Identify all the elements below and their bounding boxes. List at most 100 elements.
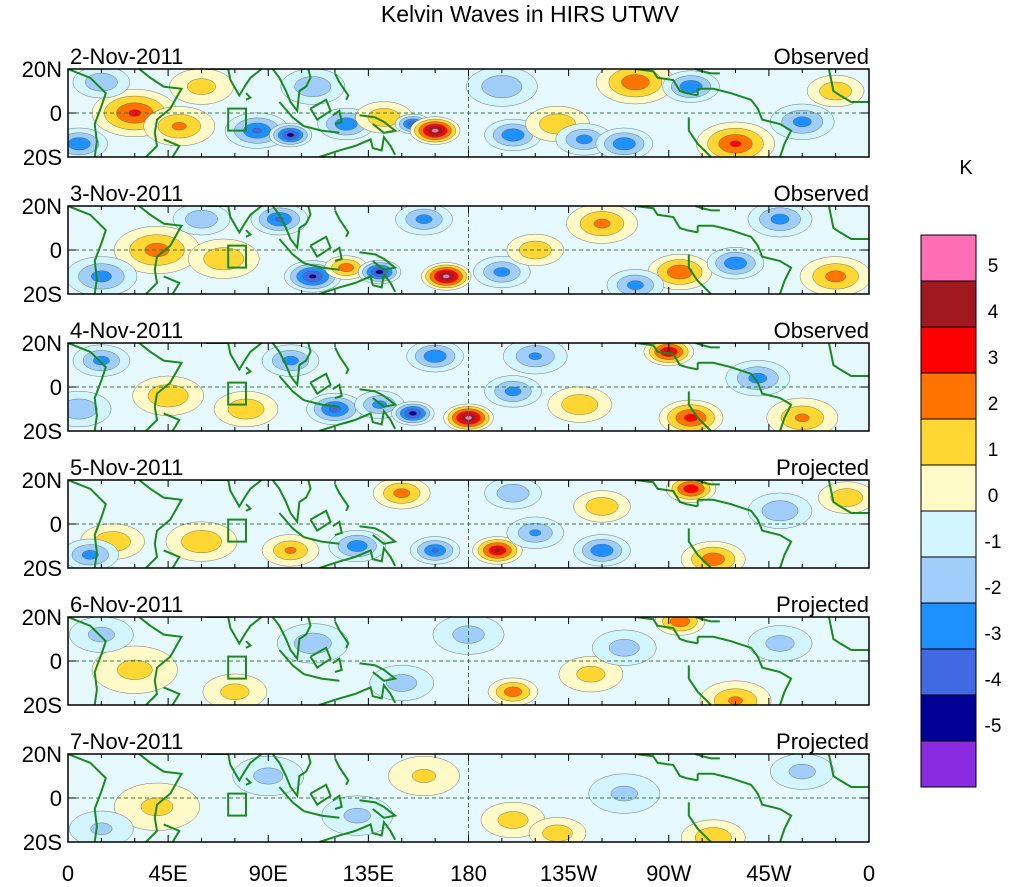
contour-level bbox=[501, 128, 525, 142]
coastline bbox=[138, 69, 184, 157]
anomaly-blob bbox=[484, 480, 542, 510]
coastline bbox=[163, 412, 181, 431]
coastline bbox=[334, 209, 350, 238]
coastline bbox=[163, 275, 181, 294]
x-tick-label: 0 bbox=[863, 861, 875, 886]
coastline bbox=[827, 617, 833, 629]
anomaly-blob bbox=[596, 69, 675, 105]
coastline bbox=[687, 802, 712, 842]
coastline bbox=[319, 545, 396, 568]
coastline bbox=[695, 617, 720, 623]
coastline bbox=[278, 375, 305, 401]
coastline bbox=[303, 262, 340, 271]
anomaly-blob bbox=[654, 617, 705, 636]
anomaly-blob bbox=[747, 625, 813, 662]
coastline bbox=[278, 512, 305, 538]
coastline bbox=[830, 353, 869, 377]
panel-status: Observed bbox=[774, 181, 869, 206]
coastline bbox=[635, 206, 698, 234]
coastline bbox=[830, 216, 869, 240]
panel-date: 5-Nov-2011 bbox=[70, 455, 183, 480]
legend-tick-label: -1 bbox=[985, 532, 1002, 553]
coastline bbox=[695, 343, 720, 349]
y-tick-label: 20N bbox=[22, 605, 62, 630]
coastlines bbox=[68, 754, 869, 842]
anomaly-blob bbox=[114, 226, 200, 274]
coastline bbox=[138, 617, 184, 705]
anomaly-blob bbox=[506, 233, 564, 267]
contour-level bbox=[669, 617, 690, 628]
anomaly-blob bbox=[480, 801, 546, 839]
anomaly-blob bbox=[681, 819, 746, 842]
coastline bbox=[68, 754, 107, 842]
contour-level bbox=[608, 639, 640, 657]
contour-level bbox=[253, 767, 284, 785]
coastline bbox=[697, 361, 793, 431]
coastline bbox=[163, 686, 181, 705]
coastline bbox=[359, 251, 398, 271]
x-tick-label: 180 bbox=[450, 861, 487, 886]
legend-swatch bbox=[920, 464, 977, 512]
contour-level bbox=[147, 384, 189, 408]
contour-level bbox=[542, 824, 573, 842]
coastline bbox=[319, 271, 396, 294]
coastline bbox=[309, 98, 332, 122]
anomaly-blob bbox=[558, 656, 624, 693]
coastline bbox=[205, 617, 263, 646]
anomaly-blob bbox=[410, 536, 461, 565]
anomaly-blob bbox=[410, 116, 461, 145]
coastline bbox=[138, 480, 184, 568]
anomaly-blob bbox=[662, 70, 720, 103]
y-tick-label: 20N bbox=[22, 194, 62, 219]
anomaly-blob bbox=[665, 480, 717, 503]
anomaly-blob bbox=[770, 754, 835, 790]
panels: 20N 0 20S 2-Nov-2011 Observed 20N 0 20S 3-Nov-20… bbox=[22, 44, 870, 855]
reference-box bbox=[227, 244, 247, 269]
anomaly-blob bbox=[202, 673, 268, 705]
legend-swatch bbox=[920, 740, 977, 788]
coastline bbox=[68, 69, 107, 157]
contour-level bbox=[590, 543, 614, 557]
anomaly-blob bbox=[806, 74, 865, 108]
anomaly-blob bbox=[573, 534, 631, 567]
panel-date: 7-Nov-2011 bbox=[70, 729, 183, 754]
anomaly-blob bbox=[799, 256, 869, 294]
coastline bbox=[205, 480, 263, 509]
anomaly-blob bbox=[68, 127, 108, 157]
y-tick-label: 20N bbox=[22, 468, 62, 493]
coastline bbox=[163, 138, 181, 157]
coastline bbox=[695, 480, 720, 486]
coastline bbox=[827, 754, 833, 766]
coastline bbox=[271, 69, 312, 114]
anomaly-blob bbox=[91, 645, 178, 694]
reference-box bbox=[227, 655, 247, 680]
legend-tick-label: -2 bbox=[985, 578, 1002, 599]
coastline bbox=[205, 343, 263, 372]
coastline bbox=[334, 346, 350, 375]
contour-level bbox=[308, 274, 317, 279]
anomaly-blob bbox=[658, 399, 724, 431]
contour-level bbox=[794, 413, 810, 422]
contour-level bbox=[334, 117, 358, 131]
panel-3: 20N 0 20S 4-Nov-2011 Observed bbox=[22, 318, 870, 444]
coastline bbox=[827, 206, 833, 218]
coastline bbox=[205, 69, 263, 98]
contour-level bbox=[825, 270, 846, 283]
coastline bbox=[138, 754, 184, 842]
coastline bbox=[359, 114, 398, 134]
y-tick-label: 0 bbox=[50, 101, 62, 126]
anomaly-blob bbox=[725, 360, 790, 397]
x-tick-label: 135W bbox=[540, 861, 598, 886]
y-tick-label: 20N bbox=[22, 331, 62, 356]
anomaly-blob bbox=[169, 69, 234, 105]
contour-level bbox=[87, 627, 115, 643]
coastline bbox=[334, 757, 350, 786]
contour-level bbox=[830, 488, 864, 507]
anomaly-blob bbox=[369, 664, 434, 702]
anomaly-blob bbox=[421, 262, 472, 291]
coastline bbox=[695, 206, 720, 212]
anomaly-blob bbox=[172, 206, 231, 236]
contour-level bbox=[694, 827, 732, 842]
y-tick-label: 20S bbox=[23, 693, 62, 718]
anomaly-blob bbox=[276, 623, 349, 664]
